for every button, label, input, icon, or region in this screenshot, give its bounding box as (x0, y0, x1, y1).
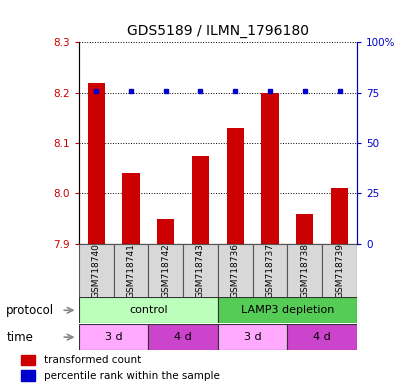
Bar (21, 355, 35, 365)
Bar (287, 324, 357, 350)
Bar (183, 244, 218, 298)
Bar (287, 244, 322, 298)
Bar (79, 297, 218, 323)
Bar (88, 83, 105, 244)
Bar (149, 244, 183, 298)
Bar (331, 189, 348, 244)
Text: 3 d: 3 d (105, 332, 122, 342)
Bar (261, 93, 279, 244)
Text: percentile rank within the sample: percentile rank within the sample (44, 371, 220, 381)
Text: GSM718737: GSM718737 (266, 243, 274, 298)
Text: GSM718741: GSM718741 (127, 243, 135, 298)
Bar (79, 324, 149, 350)
Bar (122, 173, 140, 244)
Bar (227, 128, 244, 244)
Text: GSM718740: GSM718740 (92, 243, 101, 298)
Text: LAMP3 depletion: LAMP3 depletion (241, 305, 334, 315)
Text: GSM718739: GSM718739 (335, 243, 344, 298)
Bar (296, 214, 313, 244)
Text: GSM718743: GSM718743 (196, 243, 205, 298)
Bar (79, 244, 114, 298)
Text: 4 d: 4 d (313, 332, 331, 342)
Bar (218, 297, 357, 323)
Text: 4 d: 4 d (174, 332, 192, 342)
Text: 3 d: 3 d (244, 332, 261, 342)
Bar (149, 324, 218, 350)
Bar (192, 156, 209, 244)
Text: time: time (6, 331, 33, 344)
Text: transformed count: transformed count (44, 355, 141, 365)
Bar (218, 244, 253, 298)
Text: protocol: protocol (6, 304, 54, 317)
Text: control: control (129, 305, 168, 315)
Title: GDS5189 / ILMN_1796180: GDS5189 / ILMN_1796180 (127, 25, 309, 38)
Bar (253, 244, 287, 298)
Bar (322, 244, 357, 298)
Text: GSM718736: GSM718736 (231, 243, 240, 298)
Bar (114, 244, 149, 298)
Bar (157, 218, 174, 244)
Bar (218, 324, 287, 350)
Text: GSM718742: GSM718742 (161, 243, 170, 298)
Bar (21, 370, 35, 381)
Text: GSM718738: GSM718738 (300, 243, 309, 298)
